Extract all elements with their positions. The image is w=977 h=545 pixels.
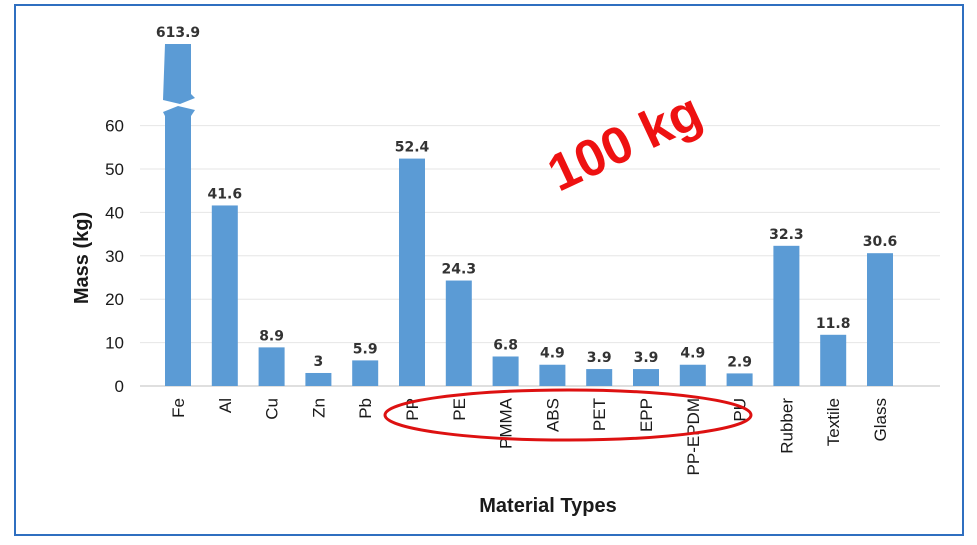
data-label-cu: 8.9 <box>259 328 284 344</box>
bar-fe <box>165 116 191 386</box>
x-tick-abs: ABS <box>543 398 562 432</box>
x-tick-glass: Glass <box>871 398 890 441</box>
bar-pb <box>352 360 379 386</box>
x-tick-al: Al <box>216 398 235 413</box>
bar-fe-upper <box>163 44 195 104</box>
data-label-pet: 3.9 <box>587 350 612 366</box>
y-tick-10: 10 <box>105 334 124 353</box>
x-tick-fe: Fe <box>169 398 188 418</box>
highlight-ellipse <box>383 388 753 442</box>
bar-pp <box>399 158 425 386</box>
x-tick-labels: Fe Al Cu Zn Pb PP PE PMMA ABS PET EPP PP-EPDM PU Rubb… <box>169 397 890 475</box>
data-label-abs: 4.9 <box>540 346 565 362</box>
y-tick-60: 60 <box>105 117 124 136</box>
x-tick-pet: PET <box>590 398 609 431</box>
x-tick-pmma: PMMA <box>497 397 516 449</box>
x-tick-cu: Cu <box>263 398 282 420</box>
data-label-al: 41.6 <box>208 186 243 202</box>
data-label-glass: 30.6 <box>863 234 898 250</box>
data-label-pu: 2.9 <box>727 354 752 370</box>
x-tick-textile: Textile <box>824 398 843 446</box>
data-label-zn: 3 <box>314 354 324 370</box>
bar-pet <box>586 369 613 386</box>
bar-pp-epdm <box>679 364 706 386</box>
bar-epp <box>633 369 659 386</box>
bar-textile <box>820 334 847 386</box>
x-tick-pp-epdm: PP-EPDM <box>684 398 703 475</box>
bar-glass <box>867 253 893 386</box>
y-tick-0: 0 <box>115 377 124 396</box>
bar-pe <box>445 280 472 386</box>
data-labels: 613.9 41.6 8.9 3 5.9 52.4 24.3 6.8 4.9 3.9 3.9 4.9 2… <box>156 25 897 370</box>
bar-pmma <box>492 356 519 386</box>
y-axis-title: Mass (kg) <box>71 212 93 304</box>
data-label-textile: 11.8 <box>816 316 851 332</box>
bar-rubber <box>773 245 800 386</box>
x-tick-epp: EPP <box>637 398 656 432</box>
data-label-fe: 613.9 <box>156 25 200 41</box>
data-label-pp-epdm: 4.9 <box>680 346 705 362</box>
data-label-pp: 52.4 <box>395 140 430 156</box>
y-tick-20: 20 <box>105 290 124 309</box>
bar-al <box>211 205 238 386</box>
y-tick-labels: 0 10 20 30 40 50 60 <box>105 117 124 396</box>
data-label-rubber: 32.3 <box>769 227 804 243</box>
bar-abs <box>539 364 566 386</box>
bars <box>163 44 893 386</box>
y-tick-30: 30 <box>105 247 124 266</box>
x-tick-rubber: Rubber <box>777 398 796 454</box>
bar-cu <box>258 347 285 386</box>
data-label-pb: 5.9 <box>353 341 378 357</box>
bar-pu <box>726 373 753 386</box>
annotation-100kg: 100 kg <box>539 82 710 203</box>
bar-fe-break <box>163 106 195 116</box>
x-axis-title: Material Types <box>479 495 616 517</box>
y-tick-40: 40 <box>105 203 124 222</box>
x-tick-pb: Pb <box>356 398 375 419</box>
data-label-pmma: 6.8 <box>493 337 518 353</box>
data-label-pe: 24.3 <box>442 262 477 278</box>
x-tick-pe: PE <box>450 398 469 421</box>
bar-zn <box>305 372 332 386</box>
data-label-epp: 3.9 <box>634 350 659 366</box>
x-tick-zn: Zn <box>309 398 328 418</box>
y-tick-50: 50 <box>105 160 124 179</box>
